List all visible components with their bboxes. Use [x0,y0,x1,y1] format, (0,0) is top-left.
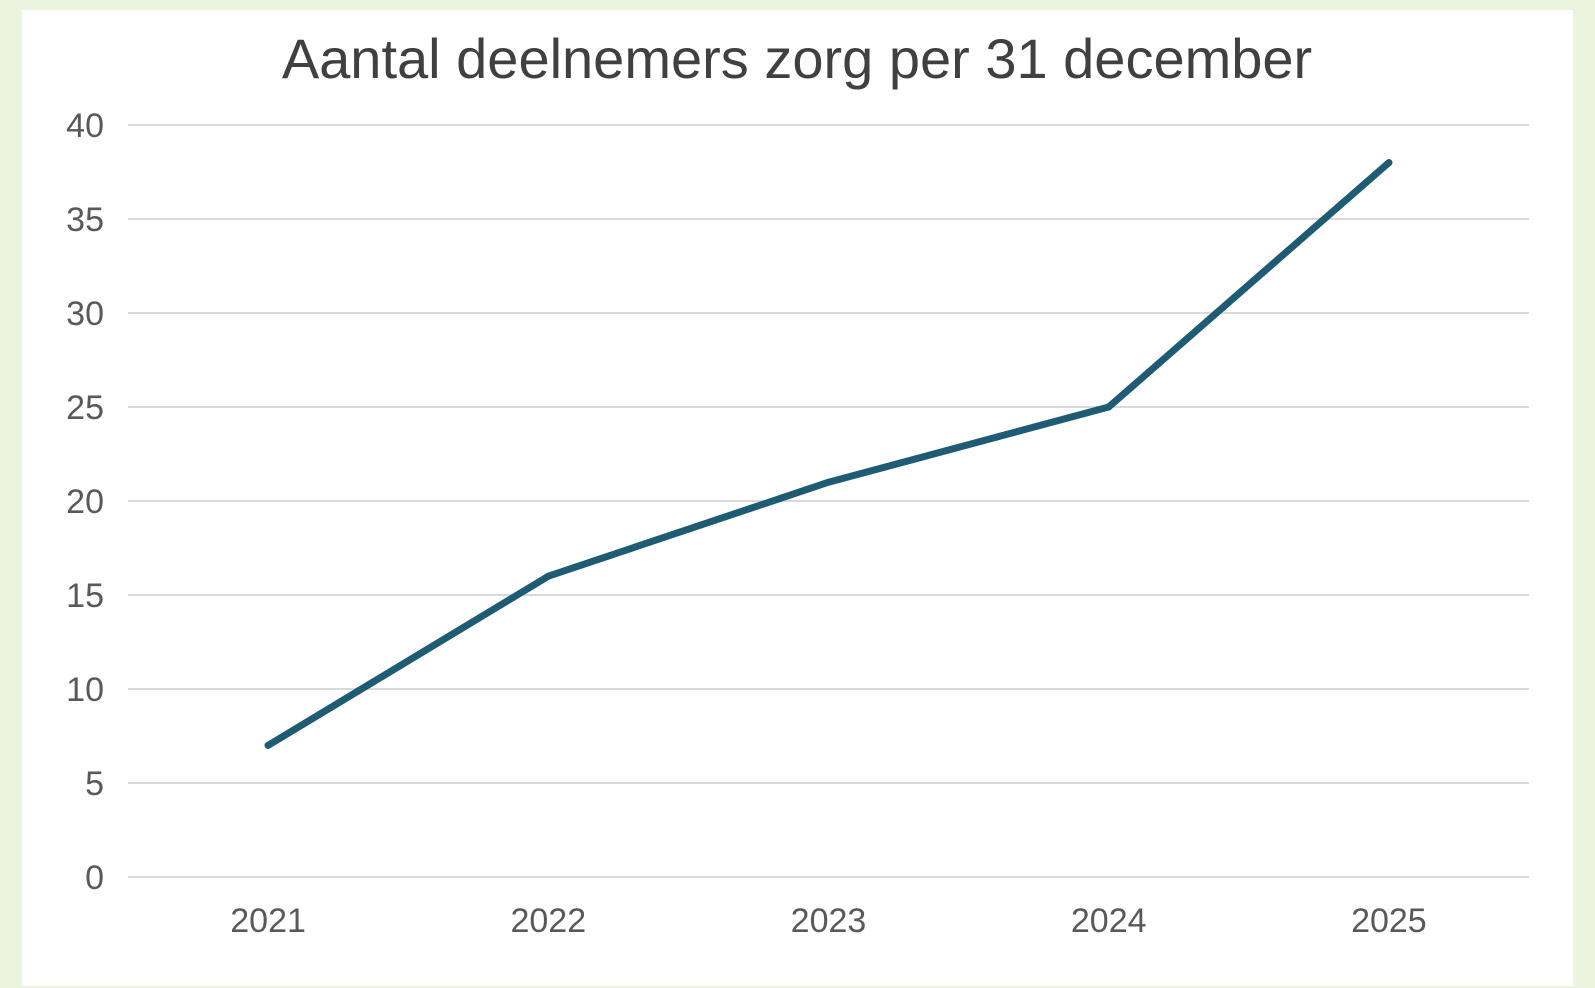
x-tick-label: 2024 [1071,902,1147,940]
y-tick-label: 0 [85,859,104,897]
data-point [264,741,272,749]
y-tick-label: 10 [66,671,104,709]
series-group [264,159,1393,749]
x-axis-labels: 2021 2022 2023 2024 2025 [230,902,1426,940]
y-tick-label: 20 [66,483,104,521]
y-tick-label: 15 [66,577,104,615]
chart-title: Aantal deelnemers zorg per 31 december [282,27,1312,90]
y-tick-label: 30 [66,295,104,333]
x-tick-label: 2025 [1351,902,1427,940]
line-chart: Aantal deelnemers zorg per 31 december 0… [66,27,1529,940]
x-tick-label: 2022 [510,902,586,940]
y-tick-label: 40 [66,107,104,145]
y-tick-label: 5 [85,765,104,803]
x-tick-label: 2023 [791,902,867,940]
data-point [1385,159,1393,167]
data-point [1105,403,1113,411]
chart-panel: Aantal deelnemers zorg per 31 december 0… [22,10,1573,986]
x-tick-label: 2021 [230,902,306,940]
data-point [544,572,552,580]
y-axis-labels: 0 5 10 15 20 25 30 35 40 [66,107,104,897]
data-point [825,478,832,486]
y-tick-label: 35 [66,201,104,239]
y-tick-label: 25 [66,389,104,427]
gridlines [128,124,1529,878]
series-line [264,159,1393,749]
